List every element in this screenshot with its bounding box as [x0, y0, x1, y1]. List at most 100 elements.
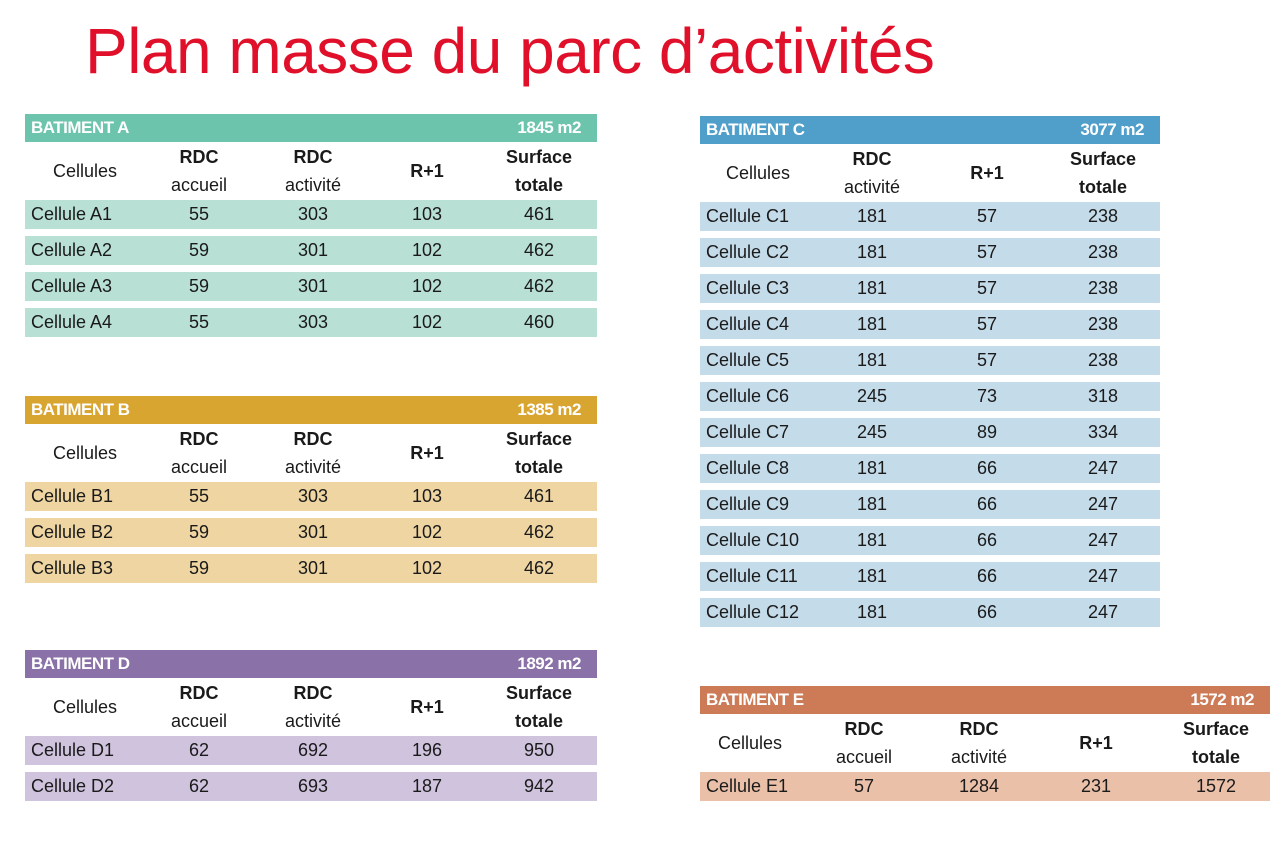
cell-value: 247	[1087, 494, 1119, 514]
cell-name: Cellule B2	[31, 522, 114, 542]
column-header: RDC accueil	[145, 679, 253, 735]
table-row: Cellule B3 59 301 102 462	[25, 554, 597, 583]
table-row: Cellule D2 62 693 187 942	[25, 772, 597, 801]
table-row: Cellule A3 59 301 102 462	[25, 272, 597, 301]
cell-value: 102	[411, 240, 443, 260]
cell-value: 247	[1087, 602, 1119, 622]
column-header-line2: totale	[1191, 747, 1240, 767]
building-name: BATIMENT C	[706, 120, 805, 139]
table-row: Cellule D1 62 692 196 950	[25, 736, 597, 765]
column-header: Cellules	[700, 159, 816, 187]
column-headers: Cellules RDC accueil RDC activité R+1 Surface t…	[25, 678, 597, 736]
building-surface: 1572 m2	[1190, 690, 1254, 709]
column-header-line1: Surface	[505, 429, 573, 449]
column-header-line1: Cellules	[52, 161, 118, 181]
cell-value: 247	[1087, 566, 1119, 586]
column-header: RDC accueil	[145, 425, 253, 481]
cell-value: 238	[1087, 350, 1119, 370]
column-header-line2: totale	[514, 711, 563, 731]
table-row: Cellule A4 55 303 102 460	[25, 308, 597, 337]
cell-name: Cellule A4	[31, 312, 113, 332]
cell-value: 301	[297, 522, 329, 542]
cell-value: 301	[297, 276, 329, 296]
table-row: Cellule B2 59 301 102 462	[25, 518, 597, 547]
cell-name: Cellule C8	[706, 458, 790, 478]
cell-name: Cellule B3	[31, 558, 114, 578]
column-header-line1: RDC	[293, 147, 333, 167]
cell-name: Cellule A3	[31, 276, 113, 296]
building-header: BATIMENT E 1572 m2	[700, 686, 1270, 714]
table-row: Cellule A2 59 301 102 462	[25, 236, 597, 265]
cell-value: 102	[411, 276, 443, 296]
cell-value: 59	[188, 240, 210, 260]
table-row: Cellule C11 181 66 247	[700, 562, 1160, 591]
column-header-line1: R+1	[410, 443, 444, 463]
cell-value: 247	[1087, 458, 1119, 478]
cell-value: 462	[523, 522, 555, 542]
column-header-line1: RDC	[179, 683, 219, 703]
cell-value: 57	[976, 278, 998, 298]
cell-value: 66	[976, 458, 998, 478]
table-row: Cellule C8 181 66 247	[700, 454, 1160, 483]
column-header-line1: Surface	[1182, 719, 1250, 739]
cell-value: 181	[856, 566, 888, 586]
cell-value: 66	[976, 530, 998, 550]
building-header: BATIMENT B 1385 m2	[25, 396, 597, 424]
cell-value: 57	[976, 314, 998, 334]
column-header-line1: Cellules	[52, 697, 118, 717]
table-row: Cellule C12 181 66 247	[700, 598, 1160, 627]
cell-value: 461	[523, 486, 555, 506]
building-c-table: BATIMENT C 3077 m2 Cellules RDC activité R+1 S…	[700, 116, 1160, 627]
column-header: RDC activité	[253, 679, 373, 735]
column-header-line2: totale	[514, 175, 563, 195]
cell-value: 181	[856, 530, 888, 550]
column-header-line2: accueil	[170, 457, 228, 477]
cell-name: Cellule A2	[31, 240, 113, 260]
column-header: RDC accueil	[145, 143, 253, 199]
column-header-line2: activité	[284, 457, 342, 477]
cell-value: 59	[188, 522, 210, 542]
column-header-line1: R+1	[410, 697, 444, 717]
cell-value: 1284	[958, 776, 1000, 796]
table-body: Cellule B1 55 303 103 461 Cellule B2 59 301 102 4…	[25, 482, 597, 583]
cell-value: 181	[856, 602, 888, 622]
cell-value: 57	[976, 242, 998, 262]
column-header-line1: R+1	[410, 161, 444, 181]
column-headers: Cellules RDC activité R+1 Surface totale	[700, 144, 1160, 202]
column-header: Cellules	[25, 157, 145, 185]
table-row: Cellule B1 55 303 103 461	[25, 482, 597, 511]
cell-value: 238	[1087, 206, 1119, 226]
table-body: Cellule C1 181 57 238 Cellule C2 181 57 238 Cell…	[700, 202, 1160, 627]
cell-value: 66	[976, 602, 998, 622]
column-header-line1: RDC	[293, 429, 333, 449]
column-header: R+1	[373, 439, 481, 467]
column-header-line1: Cellules	[717, 733, 783, 753]
cell-value: 303	[297, 204, 329, 224]
cell-name: Cellule B1	[31, 486, 114, 506]
cell-value: 461	[523, 204, 555, 224]
cell-value: 942	[523, 776, 555, 796]
column-header-line2: totale	[1078, 177, 1127, 197]
cell-value: 462	[523, 558, 555, 578]
cell-value: 462	[523, 240, 555, 260]
column-header: RDC activité	[253, 425, 373, 481]
cell-value: 181	[856, 278, 888, 298]
table-row: Cellule A1 55 303 103 461	[25, 200, 597, 229]
cell-value: 303	[297, 312, 329, 332]
cell-value: 196	[411, 740, 443, 760]
cell-value: 103	[411, 486, 443, 506]
cell-value: 238	[1087, 314, 1119, 334]
cell-name: Cellule C1	[706, 206, 790, 226]
table-row: Cellule C7 245 89 334	[700, 418, 1160, 447]
cell-value: 460	[523, 312, 555, 332]
cell-value: 1572	[1195, 776, 1237, 796]
building-name: BATIMENT D	[31, 654, 130, 673]
cell-value: 102	[411, 522, 443, 542]
column-header-line1: Cellules	[725, 163, 791, 183]
table-row: Cellule C10 181 66 247	[700, 526, 1160, 555]
column-headers: Cellules RDC accueil RDC activité R+1 Surface t…	[700, 714, 1270, 772]
cell-value: 55	[188, 486, 210, 506]
cell-value: 238	[1087, 242, 1119, 262]
cell-value: 318	[1087, 386, 1119, 406]
building-b-table: BATIMENT B 1385 m2 Cellules RDC accueil RDC ac…	[25, 396, 597, 583]
